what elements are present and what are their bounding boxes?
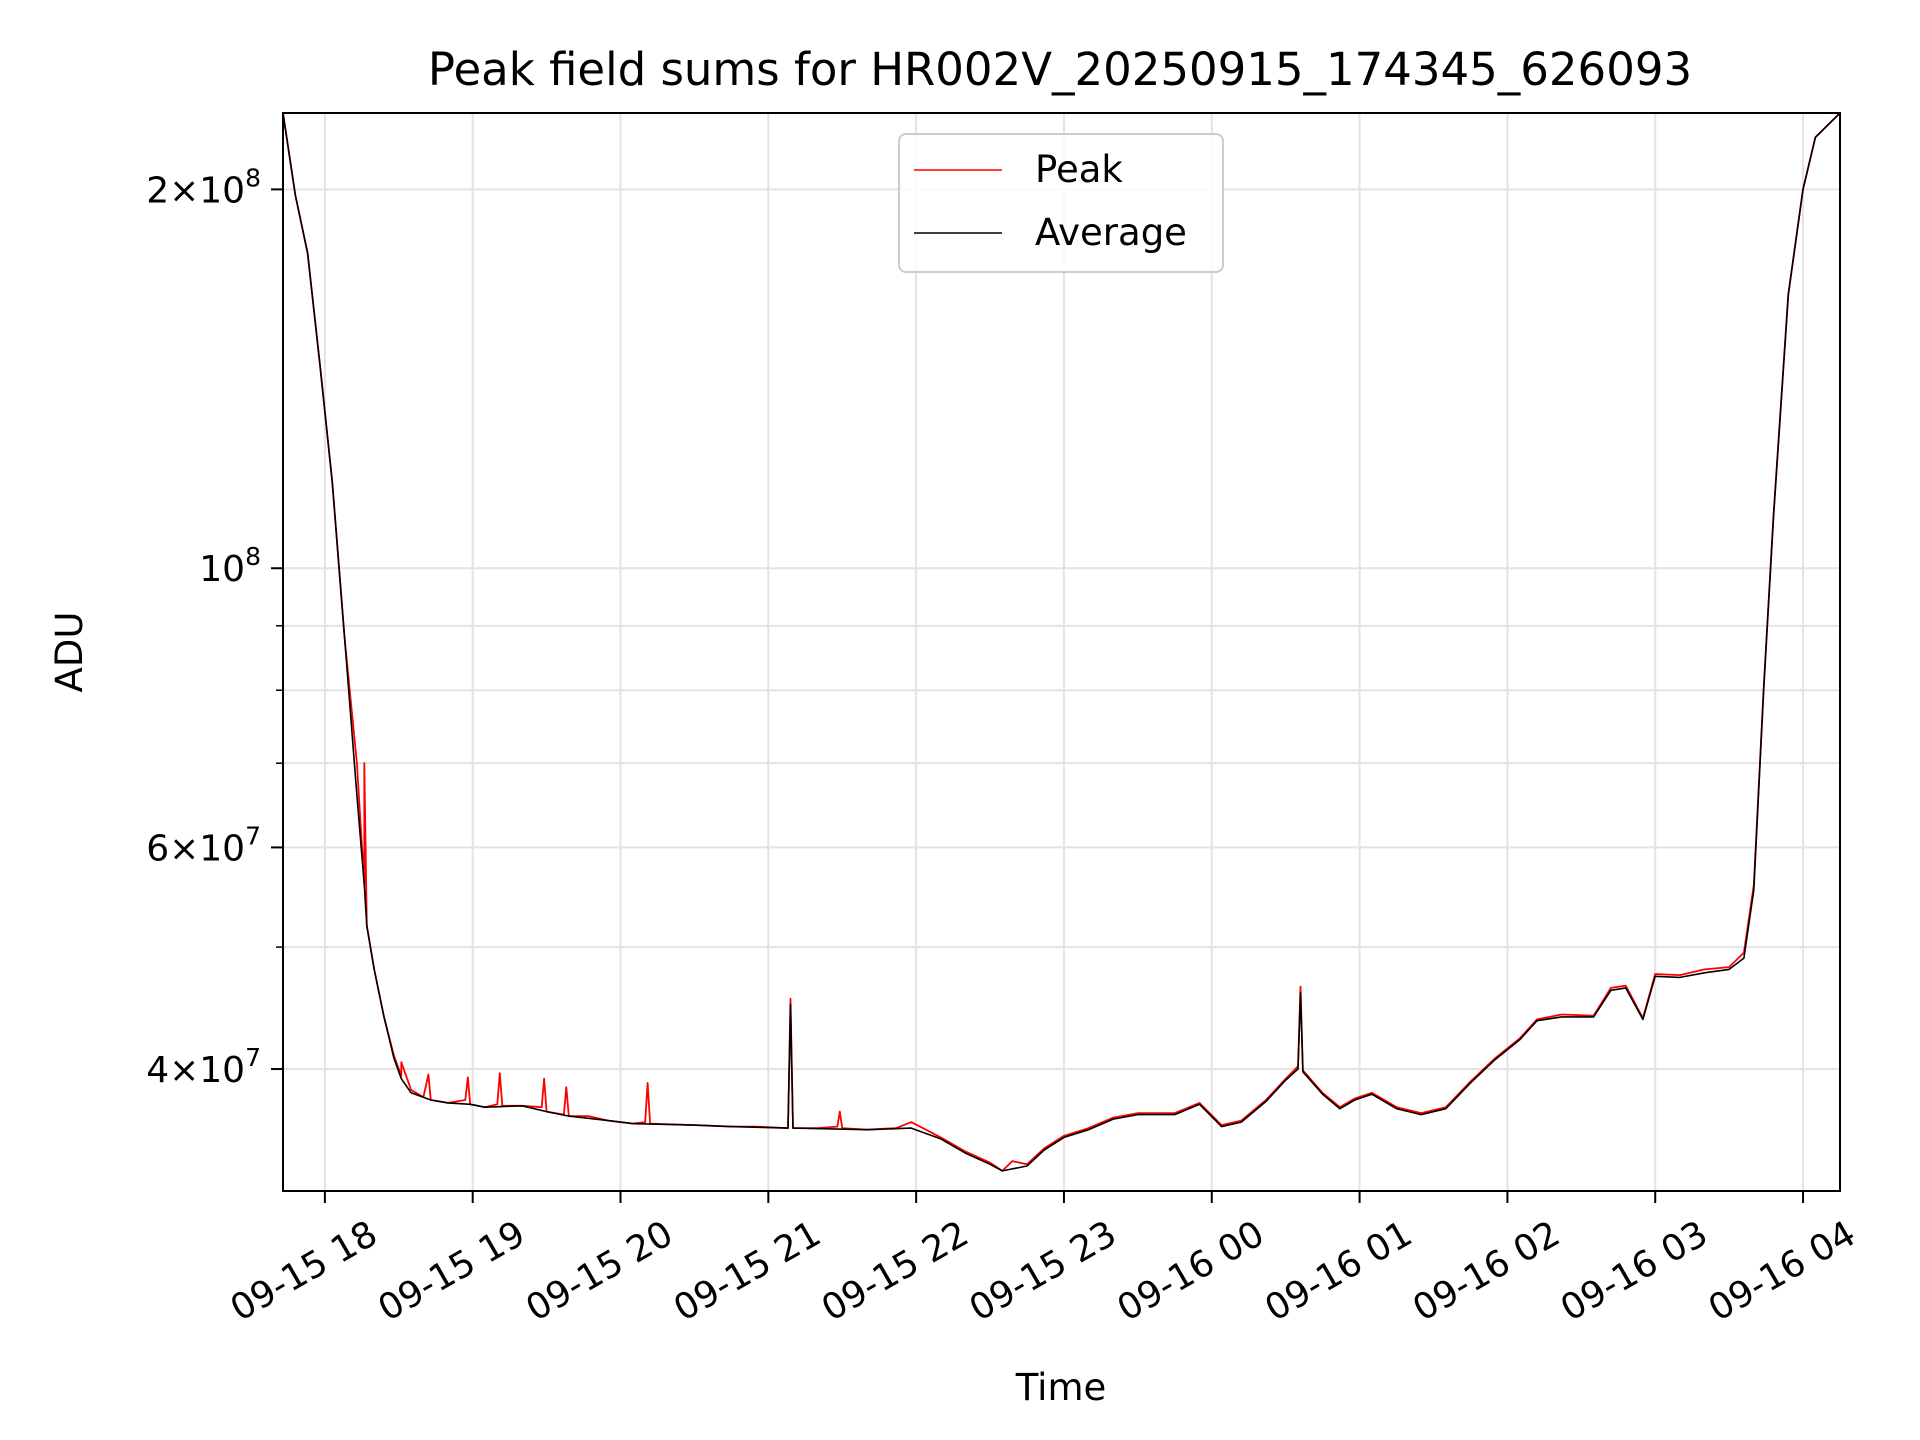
x-axis-label: Time: [1015, 1366, 1107, 1409]
y-axis: 4×107 6×107 108 2×108: [146, 163, 283, 1091]
plot-series: [282, 112, 1841, 1172]
y-tick-label: 6×107: [146, 821, 261, 869]
plot-frame: [282, 112, 1841, 1192]
legend-box: [898, 133, 1224, 273]
y-tick-label: 2×108: [146, 163, 261, 211]
legend-label-average: Average: [1035, 211, 1187, 254]
y-axis-label: ADU: [48, 612, 91, 693]
series-line-average: [282, 112, 1841, 1172]
legend-label-peak: Peak: [1035, 148, 1123, 191]
chart-title: Peak field sums for HR002V_20250915_1743…: [428, 43, 1692, 96]
y-tick-label: 4×107: [146, 1043, 261, 1091]
y-tick-label: 108: [199, 542, 261, 590]
legend: Peak Average: [898, 133, 1224, 273]
